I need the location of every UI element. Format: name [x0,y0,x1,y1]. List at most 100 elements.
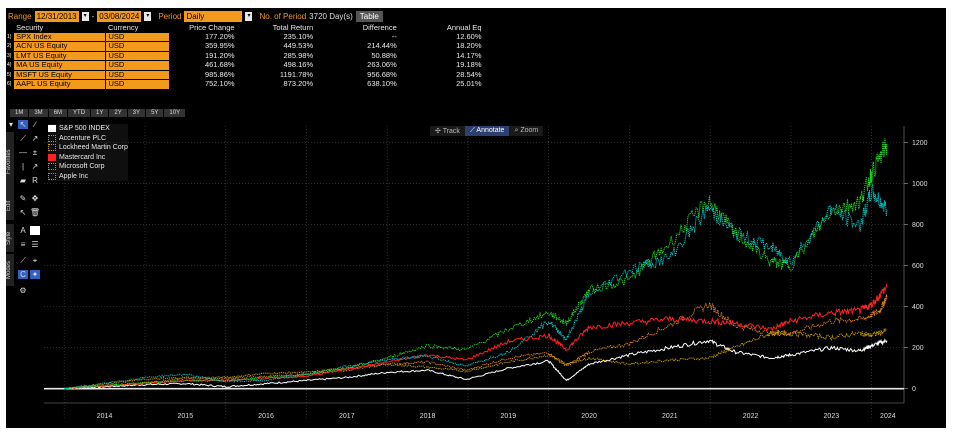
securities-table: Security Currency Price Change Total Ret… [6,23,484,90]
text-style-icon[interactable]: A [20,226,26,235]
period-button-6m[interactable]: 6M [48,109,68,117]
price-change-cell: 461.68% [204,60,235,69]
line-tool-icon[interactable]: ⟋ [20,133,26,143]
table-tab[interactable]: Table [355,10,383,22]
style-tab[interactable]: Style [6,224,14,252]
total-return-cell: 235.10% [283,31,314,41]
pencil-icon[interactable]: ✎ [19,194,27,203]
table-row[interactable]: 2) ACN US Equity USD 359.95% 449.53% 214.44% 1… [6,41,484,52]
legend-swatch [48,153,56,161]
pointer-icon[interactable]: ↖ [18,120,28,129]
zoom-mode[interactable]: ⌕ Zoom [509,126,544,136]
security-cell[interactable]: AAPL US Equity [14,79,107,90]
period-button-5y[interactable]: 5Y [146,109,164,117]
row-number: 3) [7,52,12,59]
total-return-cell: 285.98% [283,50,314,60]
snap-icon[interactable]: ⌖ [32,255,38,265]
modes-tab[interactable]: Modes [6,254,14,286]
period-button-10y[interactable]: 10Y [164,109,186,117]
legend-item[interactable]: Lockheed Martin Corp [48,143,128,153]
legend-item[interactable]: Accenture PLC [48,134,128,144]
header-total-return: Total Return [272,23,314,32]
draw-line-icon[interactable]: ∕ [34,120,36,129]
y-tick-label: 200 [912,345,924,352]
magnet-icon[interactable]: C [18,270,28,279]
color-swatch-icon[interactable] [30,226,40,235]
currency-cell[interactable]: USD [105,60,170,71]
start-date-dropdown-icon[interactable]: ▾ [81,11,89,21]
currency-cell[interactable]: USD [105,70,170,80]
crosshair-icon[interactable]: ⟋ [20,255,26,265]
settings-icon[interactable]: ⚙ [19,286,27,295]
security-cell[interactable]: LMT US Equity [14,51,107,61]
period-button-1m[interactable]: 1M [10,109,29,117]
x-tick-label: 2024 [880,413,896,420]
vertical-line-icon[interactable]: | [21,162,25,171]
performance-chart[interactable]: 0 200 400 600 800 1000 1200 2014 2015 2016 2017 201… [6,120,946,428]
period-button-3m[interactable]: 3M [29,109,48,117]
line-weight-icon[interactable]: ≡ [20,240,26,249]
header-annual-eq: Annual Eq [446,23,482,32]
period-dropdown-icon[interactable]: ▾ [245,11,253,21]
security-cell[interactable]: MSFT US Equity [14,70,107,80]
price-change-cell: 752.10% [204,79,235,88]
text-tool-icon[interactable]: R [32,176,38,185]
currency-cell[interactable]: USD [105,79,170,90]
collapse-icon[interactable]: ▾ [8,120,13,129]
line-style-icon[interactable]: ☰ [31,240,39,249]
security-cell[interactable]: SPX Index [14,32,107,42]
channel-icon[interactable]: ▰ [19,176,27,185]
annual-eq-cell: 12.60% [456,31,482,41]
palette-icon[interactable]: ✦ [30,270,40,279]
row-number: 4) [7,62,12,68]
table-row[interactable]: 1) SPX Index USD 177.20% 235.10% -- 12.60% [6,31,484,42]
legend-item[interactable]: Microsoft Corp [48,162,128,172]
legend-item[interactable]: Mastercard Inc [48,153,128,163]
currency-cell[interactable]: USD [105,51,170,61]
period-button-ytd[interactable]: YTD [68,109,91,117]
security-cell[interactable]: ACN US Equity [14,41,107,52]
move-icon[interactable]: ✥ [31,194,39,203]
select-edit-icon[interactable]: ↖ [19,208,27,217]
legend-item[interactable]: S&P 500 INDEX [48,124,128,134]
range-label: Range [8,11,32,21]
total-return-cell: 498.16% [283,60,314,69]
table-row[interactable]: 6) AAPL US Equity USD 752.10% 873.20% 638.10%… [6,79,484,90]
annotate-mode[interactable]: ⟋ Annotate [464,126,510,136]
table-row[interactable]: 4) MA US Equity USD 461.68% 498.16% 263.06% 19… [6,60,484,71]
header-difference: Difference [362,23,397,32]
end-date-dropdown-icon[interactable]: ▾ [144,11,152,21]
end-date-field[interactable]: 03/08/2024 [97,10,142,22]
legend-swatch [48,144,56,152]
chart-area: 0 200 400 600 800 1000 1200 2014 2015 2016 2017 201… [6,120,946,428]
edit-tab[interactable]: Edit [6,192,14,220]
table-row[interactable]: 3) LMT US Equity USD 191.20% 285.98% 50.88% 14… [6,51,484,61]
hline-label-icon[interactable]: ± [32,148,38,157]
series-line-accenture-plc [64,294,888,390]
table-row[interactable]: 5) MSFT US Equity USD 985.86% 1191.78% 956.68… [6,70,484,80]
x-tick-label: 2018 [420,413,436,420]
period-button-3y[interactable]: 3Y [127,109,146,117]
x-tick-label: 2023 [824,413,840,420]
price-change-cell: 177.20% [204,31,235,41]
period-button-1y[interactable]: 1Y [91,109,109,117]
trend-icon[interactable]: ↗ [31,162,39,171]
currency-cell[interactable]: USD [105,41,170,52]
legend-swatch [48,125,56,133]
y-tick-label: 1000 [912,181,928,188]
security-cell[interactable]: MA US Equity [14,60,107,71]
track-mode[interactable]: ✣ Track [430,126,465,136]
total-return-cell: 873.20% [283,79,314,88]
currency-cell[interactable]: USD [105,32,170,42]
period-button-2y[interactable]: 2Y [109,109,127,117]
ray-tool-icon[interactable]: ↗ [31,134,39,143]
legend-item[interactable]: Apple Inc [48,172,128,182]
period-select[interactable]: Daily [184,10,243,22]
row-number: 5) [7,71,12,78]
horizontal-line-icon[interactable]: ― [19,148,27,157]
chart-legend: S&P 500 INDEX Accenture PLC Lockheed Marti… [48,124,128,181]
header-currency: Currency [107,23,139,32]
start-date-field[interactable]: 12/31/2013 [34,10,79,22]
favorites-tab[interactable]: Favorites [6,132,14,192]
trash-icon[interactable]: 🗑 [29,208,41,217]
